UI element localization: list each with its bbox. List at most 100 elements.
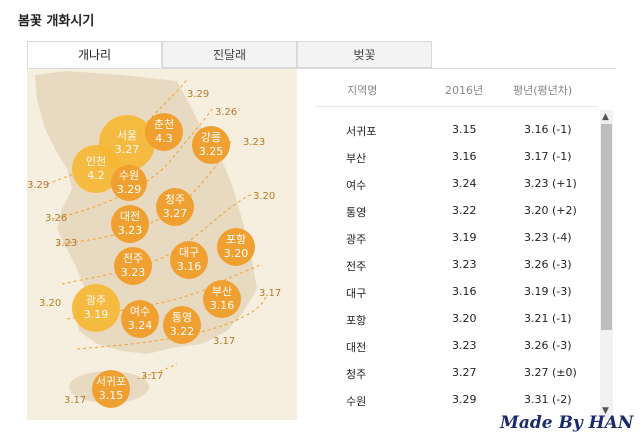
- city-bubble-daegu[interactable]: 대구 3.16: [170, 241, 208, 279]
- table-row: 전주 3.23 3.26 (-3): [316, 255, 598, 275]
- header-2016: 2016년: [445, 84, 484, 97]
- bloom-date: 3.27: [162, 207, 188, 220]
- table-scrollbar[interactable]: ▲ ▼: [600, 110, 613, 420]
- scroll-down-icon[interactable]: ▼: [602, 406, 609, 416]
- cell-2016: 3.16: [452, 285, 477, 298]
- cell-2016: 3.16: [452, 150, 477, 163]
- tab-cherry-blossom[interactable]: 벚꽃: [297, 41, 432, 68]
- city-bubble-daejeon[interactable]: 대전 3.23: [111, 205, 149, 243]
- bloom-date: 3.23: [117, 224, 143, 237]
- tab-forsythia[interactable]: 개나리: [27, 41, 162, 68]
- bloom-date: 3.16: [209, 299, 235, 312]
- city-name: 여수: [129, 305, 151, 318]
- cell-2016: 3.22: [452, 204, 477, 217]
- table-header: 지역명 2016년 평년(평년차): [316, 76, 598, 107]
- bloom-date: 3.23: [120, 266, 146, 279]
- watermark: Made By HAN: [500, 413, 634, 433]
- city-name: 대전: [119, 210, 141, 223]
- table-row: 대전 3.23 3.26 (-3): [316, 336, 598, 356]
- city-bubble-jeonju[interactable]: 전주 3.23: [114, 247, 152, 285]
- cell-2016: 3.19: [452, 231, 477, 244]
- city-name: 포항: [225, 233, 247, 246]
- bloom-date: 4.2: [87, 169, 105, 182]
- cell-region: 수원: [346, 395, 367, 408]
- city-name: 춘천: [153, 118, 175, 131]
- isoline-label: 3.23: [55, 238, 78, 249]
- isoline-label: 3.17: [259, 288, 282, 299]
- isoline-label: 3.17: [64, 395, 87, 406]
- city-name: 서울: [116, 129, 138, 142]
- tab-azalea[interactable]: 진달래: [162, 41, 297, 68]
- table-row: 여수 3.24 3.23 (+1): [316, 174, 598, 194]
- cell-region: 청주: [346, 368, 367, 381]
- bloom-map: 3.29 3.26 3.23 3.29 3.26 3.23 3.20 3.20 …: [27, 69, 297, 420]
- cell-2016: 3.23: [452, 258, 477, 271]
- cell-region: 통영: [346, 206, 367, 219]
- bloom-date: 3.20: [223, 247, 249, 260]
- city-name: 통영: [171, 311, 193, 324]
- city-name: 강릉: [200, 131, 222, 144]
- cell-region: 포항: [346, 314, 367, 327]
- page-title: 봄꽃 개화시기: [18, 14, 95, 29]
- cell-normal: 3.21 (-1): [524, 312, 572, 325]
- bloom-date: 3.15: [98, 389, 124, 402]
- city-bubble-tongyeong[interactable]: 통영 3.22: [163, 306, 201, 344]
- cell-region: 서귀포: [346, 125, 377, 138]
- city-name: 인천: [85, 155, 107, 168]
- city-bubble-yeosu[interactable]: 여수 3.24: [121, 300, 159, 338]
- cell-region: 대전: [346, 341, 367, 354]
- cell-normal: 3.27 (±0): [524, 366, 577, 379]
- city-name: 서귀포: [95, 375, 127, 388]
- city-name: 대구: [178, 246, 200, 259]
- city-bubble-busan[interactable]: 부산 3.16: [203, 280, 241, 318]
- city-name: 전주: [122, 252, 144, 265]
- city-bubble-cheongju[interactable]: 청주 3.27: [156, 188, 194, 226]
- city-name: 부산: [211, 285, 233, 298]
- cell-region: 전주: [346, 260, 367, 273]
- cell-normal: 3.31 (-2): [524, 393, 572, 406]
- cell-normal: 3.23 (+1): [524, 177, 577, 190]
- city-name: 청주: [164, 193, 186, 206]
- isoline-label: 3.26: [45, 213, 68, 224]
- isoline-label: 3.26: [215, 107, 238, 118]
- bloom-date: 3.19: [83, 308, 109, 321]
- bloom-date: 3.25: [198, 145, 224, 158]
- city-bubble-gangneung[interactable]: 강릉 3.25: [192, 126, 230, 164]
- city-bubble-gwangju[interactable]: 광주 3.19: [72, 284, 120, 332]
- city-name: 광주: [85, 294, 107, 307]
- flower-tabs: 개나리 진달래 벚꽃: [27, 41, 433, 69]
- cell-normal: 3.16 (-1): [524, 123, 572, 136]
- isoline-label: 3.29: [187, 89, 210, 100]
- table-row: 부산 3.16 3.17 (-1): [316, 147, 598, 167]
- scrollbar-thumb[interactable]: [601, 124, 612, 330]
- bloom-date: 3.29: [116, 183, 142, 196]
- header-normal: 평년(평년차): [513, 84, 573, 97]
- city-bubble-suwon[interactable]: 수원 3.29: [111, 165, 147, 201]
- table-row: 대구 3.16 3.19 (-3): [316, 282, 598, 302]
- table-row: 광주 3.19 3.23 (-4): [316, 228, 598, 248]
- cell-normal: 3.23 (-4): [524, 231, 572, 244]
- city-name: 수원: [118, 169, 140, 182]
- cell-region: 부산: [346, 152, 367, 165]
- city-bubble-pohang[interactable]: 포항 3.20: [217, 228, 255, 266]
- scroll-up-icon[interactable]: ▲: [602, 112, 609, 122]
- bloom-date: 3.27: [114, 143, 140, 156]
- isoline-label: 3.23: [243, 137, 266, 148]
- header-region: 지역명: [347, 84, 378, 97]
- cell-2016: 3.27: [452, 366, 477, 379]
- city-bubble-seogwipo[interactable]: 서귀포 3.15: [92, 370, 130, 408]
- bloom-table: 지역명 2016년 평년(평년차) 서귀포 3.15 3.16 (-1) 부산 3.1…: [316, 76, 598, 420]
- bloom-date: 4.3: [155, 132, 173, 145]
- table-row: 청주 3.27 3.27 (±0): [316, 363, 598, 383]
- cell-2016: 3.24: [452, 177, 477, 190]
- bloom-date: 3.24: [127, 319, 153, 332]
- cell-normal: 3.26 (-3): [524, 258, 572, 271]
- city-bubble-chuncheon[interactable]: 춘천 4.3: [145, 113, 183, 151]
- cell-region: 광주: [346, 233, 367, 246]
- isoline-label: 3.20: [253, 191, 276, 202]
- isoline-label: 3.17: [213, 336, 236, 347]
- cell-2016: 3.15: [452, 123, 477, 136]
- isoline-label: 3.29: [27, 180, 50, 191]
- cell-2016: 3.20: [452, 312, 477, 325]
- cell-normal: 3.17 (-1): [524, 150, 572, 163]
